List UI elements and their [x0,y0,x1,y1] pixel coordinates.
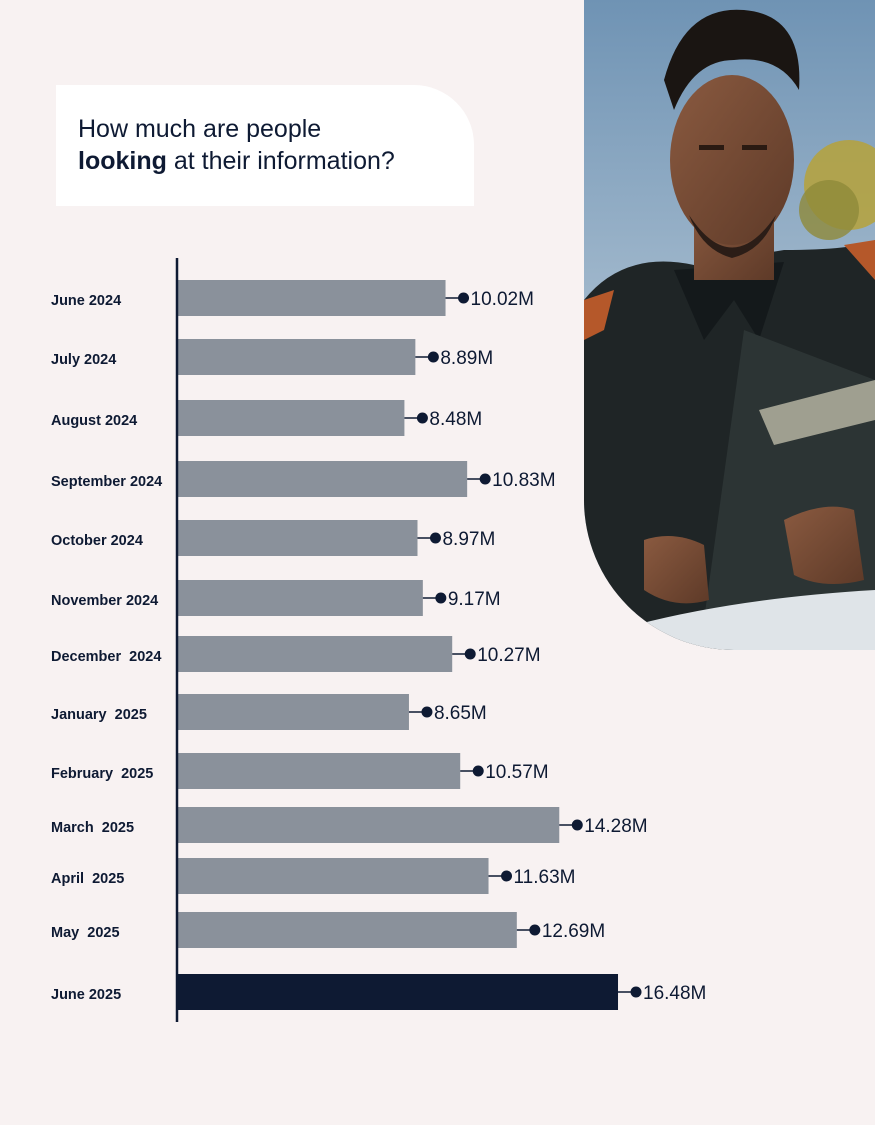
category-label: September 2024 [51,474,162,490]
bar [178,912,517,948]
value-label: 8.89M [440,348,493,369]
value-label: 11.63M [514,867,576,888]
person-reading-tablet-photo [584,0,875,650]
value-dot [435,592,447,604]
bar [178,636,453,672]
chart-title-card: How much are people looking at their inf… [56,85,474,206]
value-label: 8.97M [442,529,495,550]
value-dot [630,986,642,998]
bar [178,753,461,789]
category-label: July 2024 [51,352,116,368]
value-label: 12.69M [542,921,605,942]
category-label: June 2025 [51,987,121,1003]
value-dot [529,924,541,936]
value-label: 10.02M [471,289,534,310]
bar [178,400,405,436]
value-dot [479,473,491,485]
value-label: 9.17M [448,589,501,610]
value-label: 14.28M [584,816,647,837]
value-dot [464,648,476,660]
bar [178,694,409,730]
value-dot [427,351,439,363]
value-label: 10.83M [492,470,555,491]
bar [178,339,416,375]
value-label: 8.65M [434,703,487,724]
category-label: August 2024 [51,413,137,429]
bar [178,520,418,556]
category-label: May 2025 [51,925,120,941]
category-label: June 2024 [51,293,121,309]
value-label: 8.48M [429,409,482,430]
category-label: March 2025 [51,820,134,836]
bar [178,461,468,497]
bar [178,280,446,316]
value-label: 10.27M [477,645,540,666]
value-dot [571,819,583,831]
chart-title-line2: looking at their information? [78,145,474,177]
value-label: 10.57M [485,762,548,783]
category-label: April 2025 [51,871,124,887]
chart-title-rest: at their information? [166,147,395,175]
value-dot [458,292,470,304]
bar [178,580,423,616]
bar [178,858,489,894]
value-dot [416,412,428,424]
value-label: 16.48M [643,983,706,1004]
bar [178,807,560,843]
value-dot [429,532,441,544]
value-dot [421,706,433,718]
category-label: February 2025 [51,766,153,782]
category-label: October 2024 [51,533,143,549]
value-dot [501,870,513,882]
value-dot [472,765,484,777]
category-label: January 2025 [51,707,147,723]
photo-illustration [584,0,875,650]
category-label: December 2024 [51,649,161,665]
bar [178,974,619,1010]
chart-title-emphasis: looking [78,147,167,175]
chart-title-line1: How much are people [78,115,322,143]
category-label: November 2024 [51,593,158,609]
